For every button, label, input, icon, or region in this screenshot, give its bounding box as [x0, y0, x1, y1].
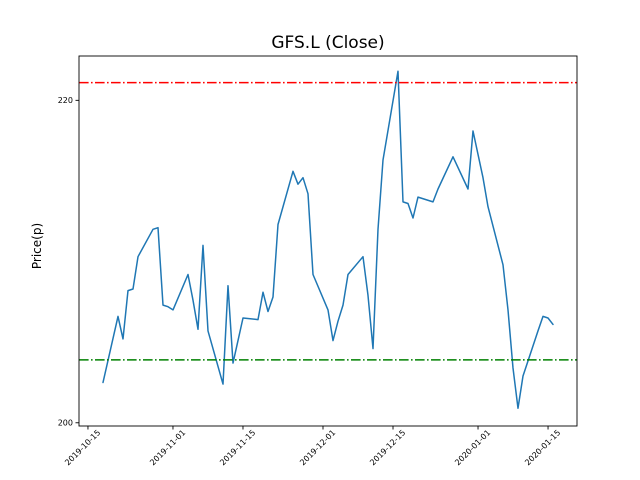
x-tick-label: 2020-01-15: [523, 428, 562, 467]
y-tick-label: 220: [58, 96, 73, 105]
x-tick-label: 2019-10-15: [63, 428, 102, 467]
x-tick-label: 2019-11-15: [218, 428, 257, 467]
x-tick-label: 2020-01-01: [453, 428, 492, 467]
chart-title: GFS.L (Close): [271, 33, 385, 53]
axes-spines: [78, 55, 578, 427]
x-tick-label: 2019-12-15: [368, 428, 407, 467]
x-tick-label: 2019-11-01: [148, 428, 187, 467]
x-tick-label: 2019-12-01: [298, 428, 337, 467]
y-tick-label: 200: [58, 418, 73, 427]
close-line: [102, 70, 554, 410]
